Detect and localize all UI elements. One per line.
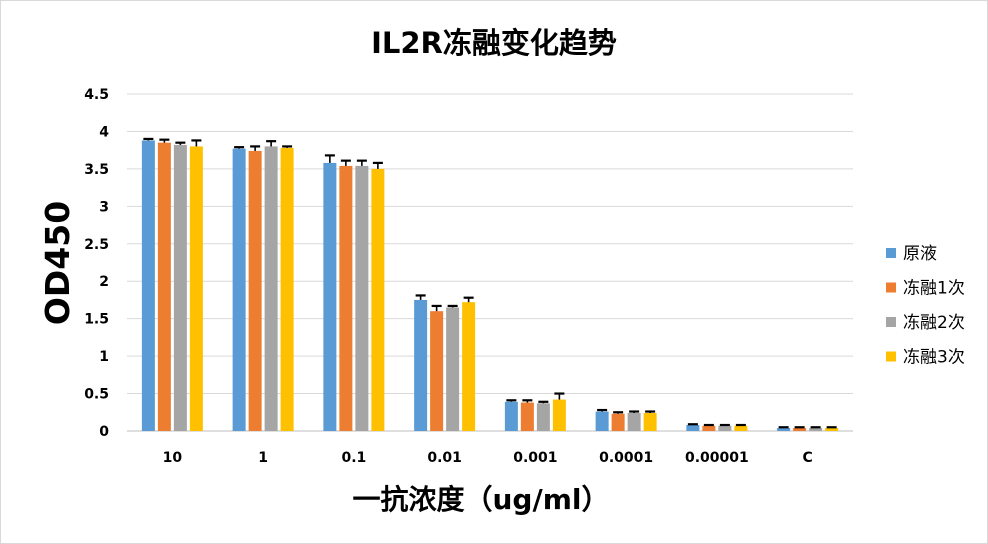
bar — [809, 428, 823, 431]
bar — [323, 162, 337, 432]
x-tick-label: 0.01 — [427, 450, 462, 466]
bar — [371, 168, 385, 431]
legend-label: 冻融2次 — [903, 313, 965, 333]
y-tick-label: 3.5 — [84, 162, 109, 178]
bar — [355, 165, 369, 432]
y-tick-label: 4.5 — [84, 87, 109, 103]
y-tick-label: 1 — [99, 349, 109, 365]
x-tick-label: C — [802, 450, 812, 466]
bar — [627, 413, 641, 431]
x-tick-label: 0.001 — [513, 450, 557, 466]
bar — [643, 413, 657, 431]
bar — [232, 148, 246, 431]
bar — [611, 413, 625, 431]
y-tick-label: 2.5 — [84, 237, 109, 253]
x-tick-label: 0.00001 — [685, 450, 749, 466]
bar — [189, 146, 203, 431]
gridlines — [127, 93, 853, 432]
chart-title: IL2R冻融变化趋势 — [371, 26, 617, 60]
bar — [702, 425, 716, 431]
bar — [552, 399, 566, 431]
x-axis-label: 一抗浓度（ug/ml） — [353, 483, 610, 516]
bar — [734, 425, 748, 431]
bar — [446, 307, 460, 431]
x-axis-ticks: 10 1 0.1 0.01 0.001 0.0001 0.00001 C — [163, 450, 813, 466]
legend-label: 冻融3次 — [903, 348, 965, 368]
bar — [173, 144, 187, 431]
x-tick-label: 0.1 — [341, 450, 366, 466]
y-tick-label: 3 — [99, 199, 109, 215]
bar — [595, 411, 609, 431]
error-bars — [143, 137, 837, 429]
bar — [248, 150, 262, 431]
bar — [825, 428, 839, 431]
bar — [504, 401, 518, 431]
bar — [718, 425, 732, 431]
bar — [264, 146, 278, 431]
y-tick-label: 1.5 — [84, 312, 109, 328]
legend-swatch — [886, 248, 896, 258]
y-tick-label: 4 — [99, 124, 109, 140]
y-tick-label: 2 — [99, 274, 109, 290]
bar — [686, 425, 700, 431]
y-axis-label: OD450 — [38, 201, 77, 325]
bar — [141, 140, 155, 432]
bar-series — [141, 140, 839, 432]
x-tick-label: 0.0001 — [599, 450, 653, 466]
bar — [280, 147, 294, 432]
bar — [339, 165, 353, 432]
bar — [414, 299, 428, 431]
bar — [520, 402, 534, 431]
bar — [536, 403, 550, 431]
y-tick-label: 0 — [99, 424, 109, 440]
legend-swatch — [886, 351, 896, 362]
bar — [462, 302, 476, 431]
bar — [157, 142, 171, 431]
bar — [430, 311, 444, 431]
bar — [777, 428, 791, 431]
x-tick-label: 10 — [163, 450, 183, 466]
legend-swatch — [886, 282, 896, 293]
bar — [793, 428, 807, 431]
legend-label: 冻融1次 — [903, 279, 965, 299]
legend-label: 原液 — [903, 244, 937, 264]
legend-swatch — [886, 317, 896, 327]
y-tick-label: 0.5 — [84, 387, 109, 403]
y-axis-ticks: 0 0.5 1 1.5 2 2.5 3 3.5 4 4.5 — [84, 87, 109, 440]
x-tick-label: 1 — [258, 450, 268, 466]
